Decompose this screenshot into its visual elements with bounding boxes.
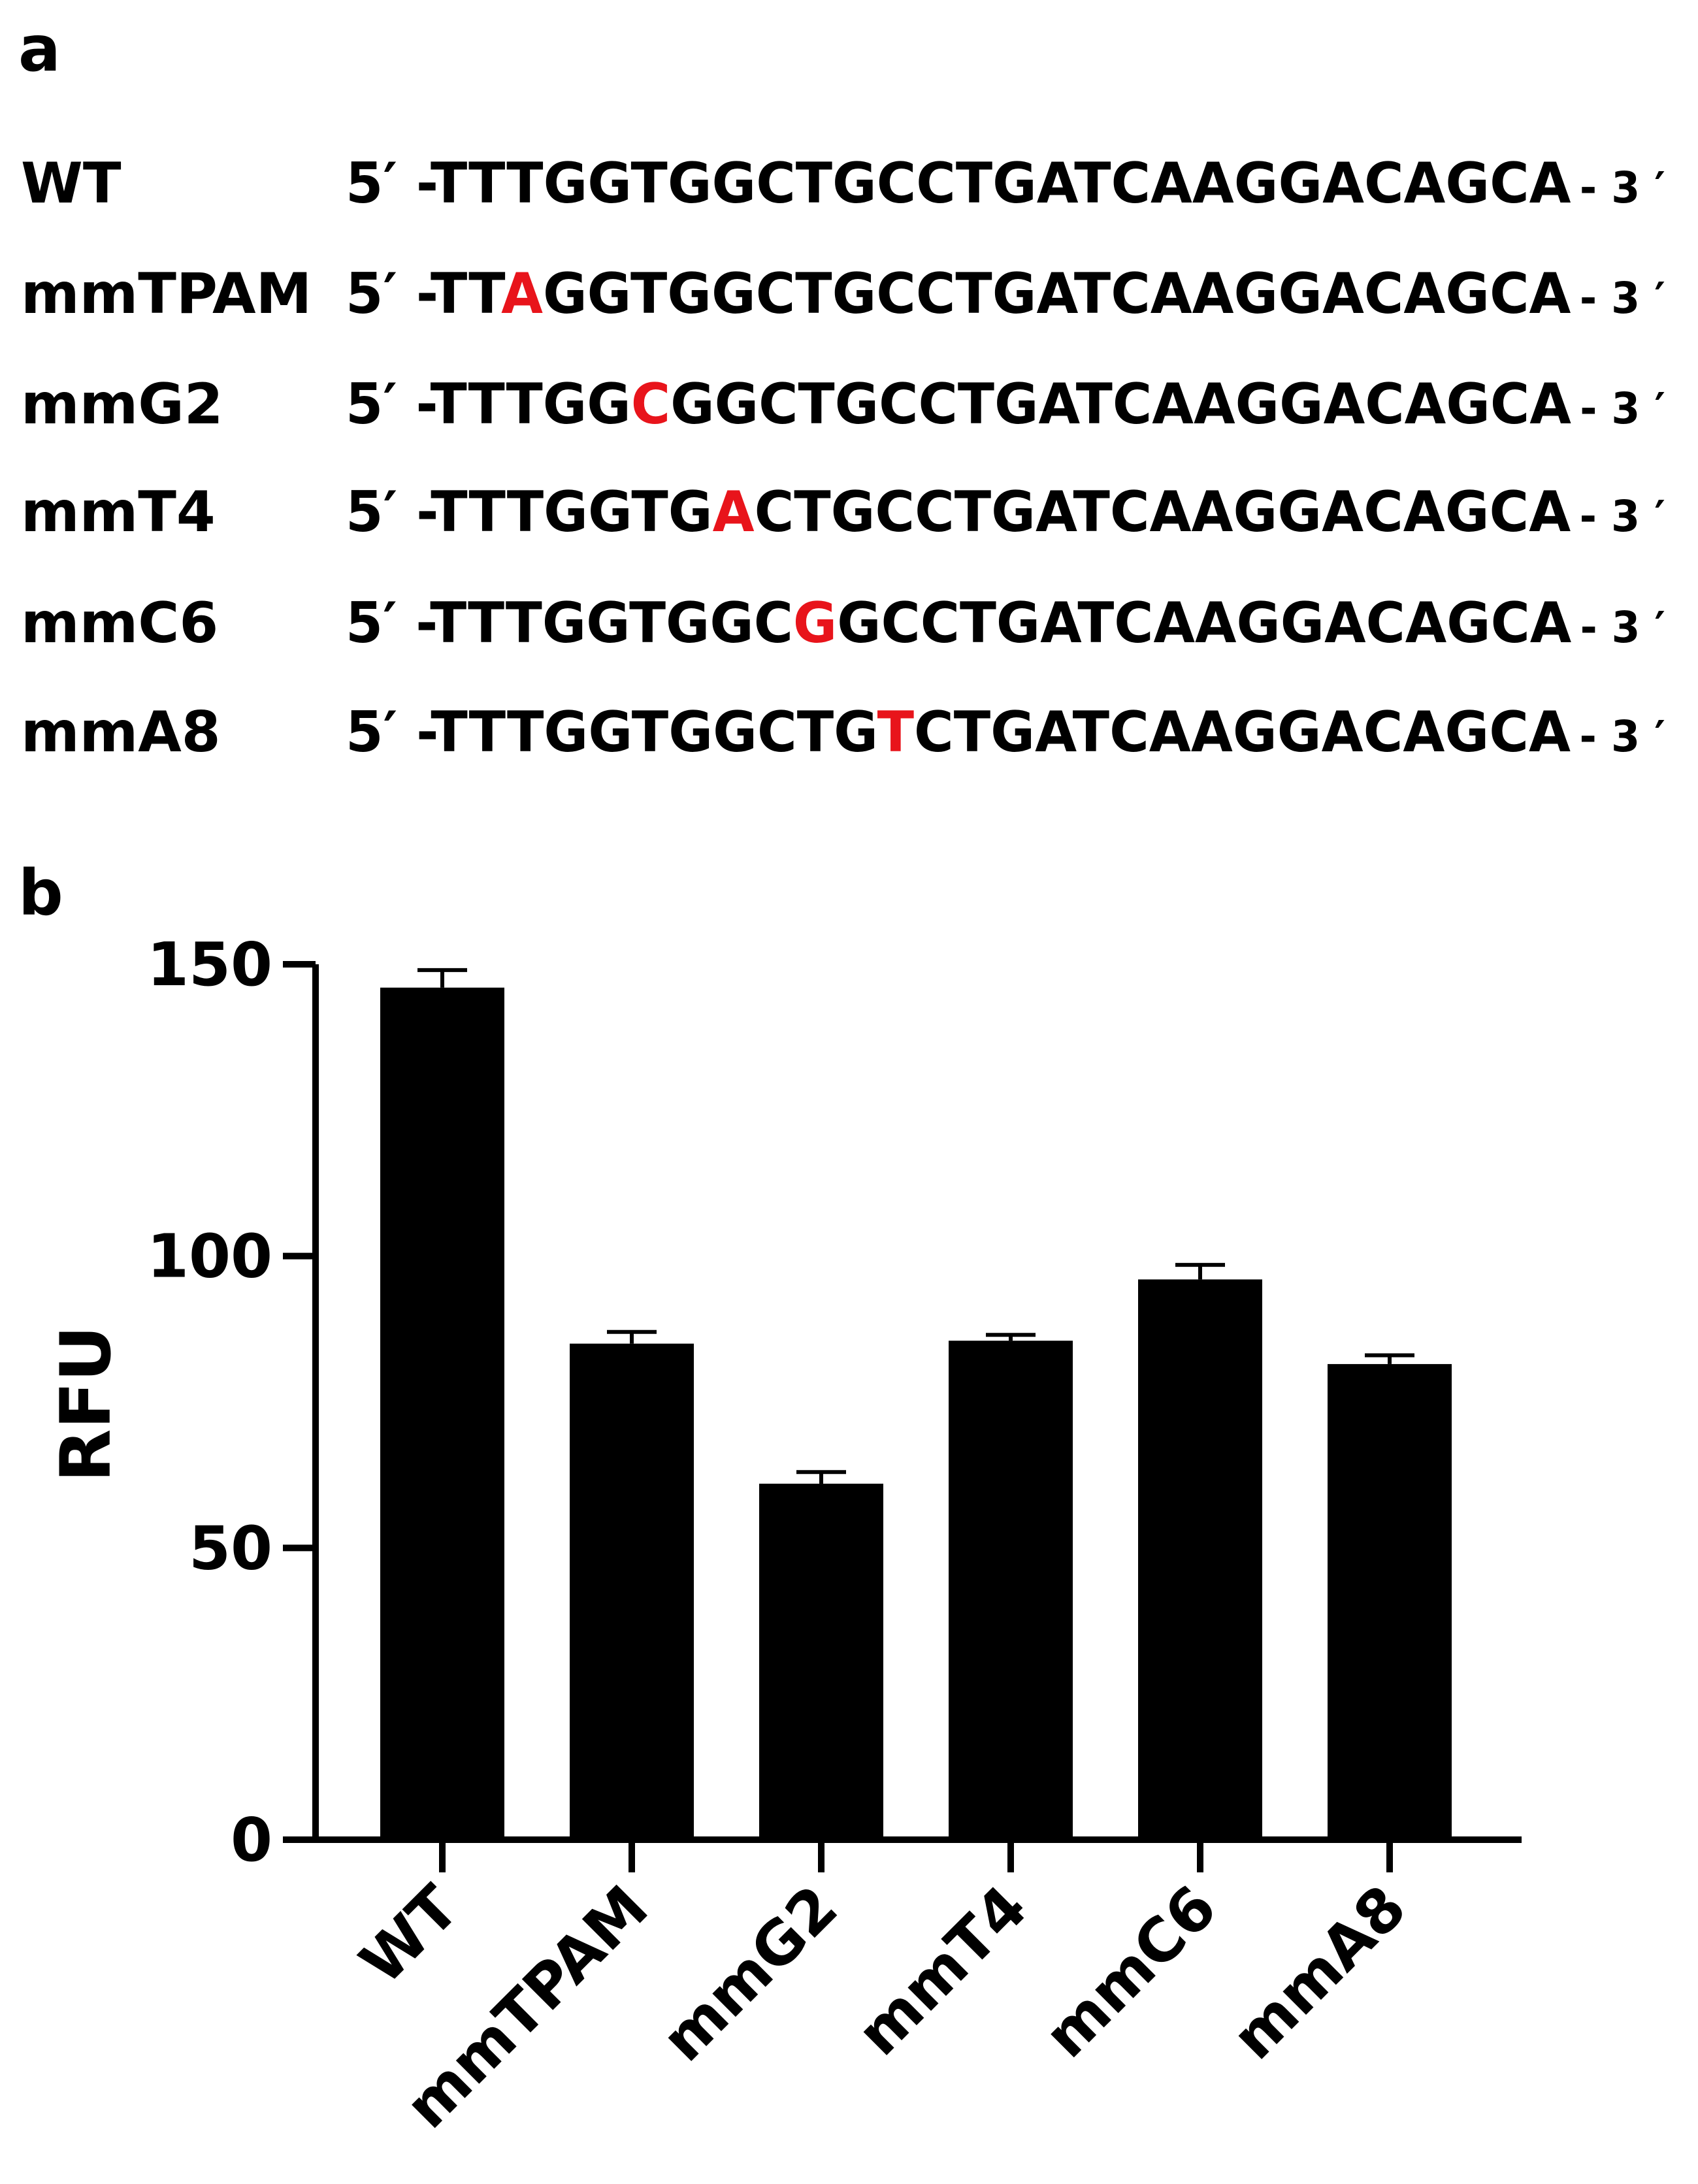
sequence-part: TTTGGTG [431, 480, 712, 545]
sequence-part: TTTGGTGGC [430, 591, 793, 656]
mutation: T [877, 700, 915, 765]
panel-label: b [18, 856, 63, 930]
mutation: A [501, 261, 543, 327]
sequence-name: mmA8 [21, 700, 221, 765]
three-prime: - 3 ′ [1580, 602, 1665, 653]
error-bar [1365, 1353, 1414, 1364]
sequence-name: WT [21, 151, 122, 216]
three-prime: - 3 ′ [1580, 711, 1665, 762]
sequence-part: TTTGGTGGCTG [431, 700, 877, 765]
five-prime: 5′ - [346, 261, 436, 327]
sequence-part: TT [431, 261, 506, 327]
bar [949, 1341, 1073, 1840]
sequence: 5′ -TTTGGTGACTGCCTGATCAAGGACAGCA- 3 ′ [346, 480, 1665, 545]
sequence-part: TTTGG [431, 372, 631, 437]
sequence-name: mmT4 [21, 480, 216, 545]
error-bar [607, 1329, 657, 1344]
sequence-part: TTTGGTGGCTGCCTGATCAAGGACAGCA [431, 151, 1571, 216]
error-bar [417, 968, 467, 988]
error-bar [986, 1333, 1036, 1341]
bar [1328, 1363, 1452, 1840]
error-bar [796, 1470, 846, 1484]
panel-label: a [18, 12, 61, 86]
three-prime: - 3 ′ [1580, 273, 1665, 323]
sequence-name: mmG2 [21, 372, 223, 437]
mutation: C [631, 372, 670, 437]
three-prime: - 3 ′ [1580, 491, 1665, 542]
five-prime: 5′ - [346, 372, 436, 437]
x-tick-label: mmC6 [1031, 1872, 1230, 2071]
y-tick-label: 150 [147, 930, 272, 1000]
y-tick-label: 100 [147, 1222, 272, 1292]
five-prime: 5′ - [346, 480, 436, 545]
sequence-part: CTGATCAAGGACAGCA [914, 700, 1571, 765]
sequence: 5′ -TTTGGTGGCTGTCTGATCAAGGACAGCA- 3 ′ [346, 700, 1665, 765]
sequence: 5′ -TTAGGTGGCTGCCTGATCAAGGACAGCA- 3 ′ [346, 261, 1665, 327]
sequence-part: GCCTGATCAAGGACAGCA [837, 591, 1571, 656]
axes [312, 964, 1522, 1843]
sequence: 5′ -TTTGGTGGCTGCCTGATCAAGGACAGCA- 3 ′ [346, 151, 1665, 216]
sequence-part: GGCTGCCTGATCAAGGACAGCA [670, 372, 1571, 437]
y-tick-label: 0 [231, 1805, 272, 1875]
mutation: G [793, 591, 837, 656]
y-axis-title: RFU [46, 1326, 126, 1482]
sequence-name: mmC6 [21, 591, 218, 656]
five-prime: 5′ - [346, 591, 436, 656]
three-prime: - 3 ′ [1580, 383, 1665, 434]
sequence: 5′ -TTTGGCGGCTGCCTGATCAAGGACAGCA- 3 ′ [346, 372, 1665, 437]
x-tick-label: WT [347, 1872, 472, 1998]
sequence: 5′ -TTTGGTGGCGGCCTGATCAAGGACAGCA- 3 ′ [346, 591, 1665, 656]
error-bar [1175, 1263, 1225, 1280]
sequence-part: GGTGGCTGCCTGATCAAGGACAGCA [543, 261, 1571, 327]
bar [570, 1343, 694, 1840]
bar [759, 1484, 883, 1840]
bar [1138, 1279, 1262, 1840]
three-prime: - 3 ′ [1580, 163, 1665, 213]
mutation: A [713, 480, 755, 545]
bar [380, 987, 504, 1840]
sequence-name: mmTPAM [21, 261, 312, 327]
five-prime: 5′ - [346, 700, 436, 765]
sequence-part: CTGCCTGATCAAGGACAGCA [755, 480, 1571, 545]
x-tick-label: mmG2 [649, 1872, 851, 2075]
five-prime: 5′ - [346, 151, 436, 216]
y-tick-label: 50 [189, 1513, 272, 1583]
x-tick-label: mmT4 [844, 1872, 1041, 2069]
x-tick-label: mmA8 [1219, 1872, 1420, 2073]
